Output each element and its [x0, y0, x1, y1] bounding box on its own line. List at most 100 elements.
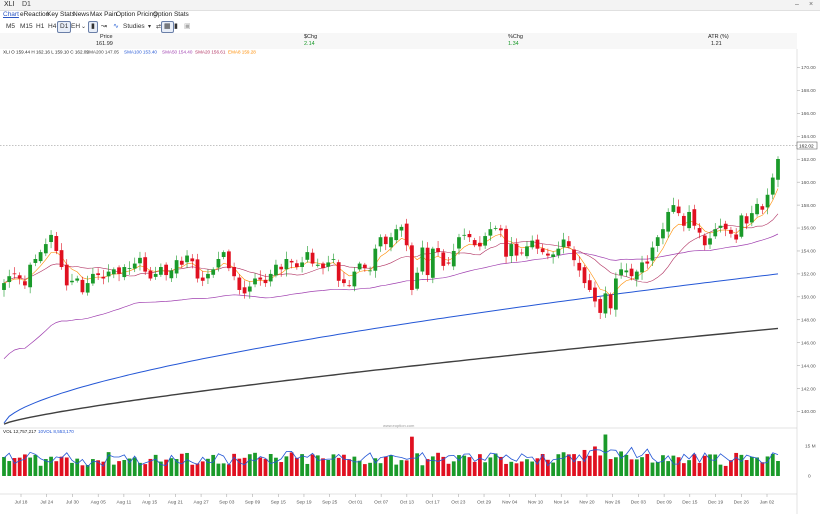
candle-body [535, 239, 540, 249]
candle-body [378, 237, 383, 247]
volume-bar [75, 458, 80, 476]
candle-body [159, 267, 163, 275]
snapshot-icon[interactable]: ▣ [184, 23, 191, 30]
volume-bar [462, 455, 467, 476]
candle-body [430, 248, 435, 278]
studies-button[interactable]: Studies [123, 23, 145, 30]
menu-option-stats[interactable]: Option Stats [153, 11, 189, 18]
candle-body [200, 277, 205, 281]
volume-bar [561, 452, 566, 476]
volume-bar [174, 459, 179, 476]
candle-body [394, 229, 399, 241]
candle-body [195, 259, 200, 279]
candle-body [75, 278, 80, 281]
tf-h1-button[interactable]: H1 [36, 23, 45, 30]
menu-ereaction[interactable]: eReaction [20, 11, 50, 18]
menu-chart[interactable]: Chart [3, 11, 19, 18]
candle-body [729, 229, 733, 234]
volume-bar [420, 465, 425, 476]
candle-body [734, 234, 739, 240]
candle-body [478, 242, 482, 247]
close-button[interactable]: × [808, 1, 814, 8]
volume-bar [268, 453, 273, 476]
grid-icon[interactable]: ▦ [161, 21, 174, 33]
candle-body [509, 244, 514, 257]
volume-bar [410, 436, 414, 476]
candle-body [587, 280, 592, 290]
volume-bar [666, 461, 671, 476]
volume-bar [59, 456, 64, 476]
tf-eh-button[interactable]: EH [71, 23, 81, 30]
volume-bar [274, 457, 278, 476]
volume-tick-label: 15 M [805, 444, 816, 450]
volume-bar [70, 462, 74, 476]
candle-body [70, 280, 74, 283]
volume-bar [2, 456, 6, 476]
volume-bar [226, 464, 231, 476]
candle-body [493, 228, 498, 229]
volume-bar [38, 465, 43, 476]
studies-dropdown-icon[interactable]: ▾ [148, 24, 152, 30]
candle-body [613, 278, 618, 310]
volume-bar [613, 457, 618, 476]
menu-key-stats[interactable]: Key Stats [47, 11, 75, 18]
bookmark-icon[interactable]: ▮ [174, 23, 178, 30]
stats-atr-header: ATR (%) [708, 34, 729, 40]
chevron-down-icon[interactable]: ⌄ [81, 24, 87, 30]
stats-chg-value: 2.14 [304, 41, 315, 47]
volume-bar [483, 462, 488, 476]
volume-bar [378, 463, 383, 476]
compare-icon[interactable]: ⇄ [156, 24, 162, 30]
volume-bar [284, 456, 289, 476]
menu-option-pricing[interactable]: Option Pricing [116, 11, 157, 18]
candle-body [504, 228, 508, 257]
candle-body [7, 276, 12, 283]
volume-bar [237, 458, 242, 476]
volume-bar [242, 457, 247, 476]
tf-m5-button[interactable]: M5 [6, 23, 16, 30]
tf-h4-button[interactable]: H4 [48, 23, 57, 30]
candle-body [352, 271, 357, 287]
volume-bar [17, 457, 22, 476]
volume-bar [566, 454, 571, 476]
volume-bar [472, 461, 477, 476]
candle-body [472, 240, 477, 246]
candle-body [23, 281, 27, 286]
time-tick-label: Oct 23 [451, 500, 465, 506]
candle-body [441, 252, 446, 266]
studies-icon[interactable]: ∿ [113, 23, 119, 30]
tf-d1-button[interactable]: D1 [57, 21, 72, 33]
volume-bar [368, 462, 372, 476]
volume-bar [650, 462, 655, 476]
volume-bar [488, 457, 493, 476]
time-tick-label: Aug 15 [142, 500, 158, 506]
candle-body [179, 260, 184, 265]
candle-body [342, 279, 346, 284]
tf-m15-button[interactable]: M15 [20, 23, 33, 30]
volume-bar [603, 434, 608, 476]
price-tick-label: 142.00 [801, 386, 816, 392]
candlestick-icon[interactable]: ▮ [88, 21, 98, 33]
menu-bar: Chart eReaction Key Stats News Max Pain … [0, 10, 820, 20]
candle-body [216, 258, 221, 268]
candle-body [289, 260, 294, 263]
menu-news[interactable]: News [73, 11, 90, 18]
candle-body [331, 258, 336, 260]
volume-bar [185, 452, 189, 476]
candle-body [619, 269, 623, 276]
menu-max-pain[interactable]: Max Pain [90, 11, 118, 18]
volume-bar [7, 461, 12, 476]
volume-bar [362, 464, 367, 476]
stats-price-value: 161.99 [96, 41, 113, 47]
candle-body [598, 299, 603, 313]
price-chart[interactable]: 140.00 142.00 144.00 146.00 148.00 150.00 152.… [0, 49, 820, 514]
candle-body [404, 223, 409, 246]
line-chart-icon[interactable]: ↝ [101, 23, 107, 30]
volume-bar [342, 454, 346, 476]
time-tick-label: Dec 19 [708, 500, 724, 506]
volume-bar [681, 463, 686, 476]
candle-body [326, 262, 331, 267]
candle-body [232, 266, 236, 277]
minimize-button[interactable]: – [795, 1, 799, 8]
volume-bar [399, 460, 404, 476]
